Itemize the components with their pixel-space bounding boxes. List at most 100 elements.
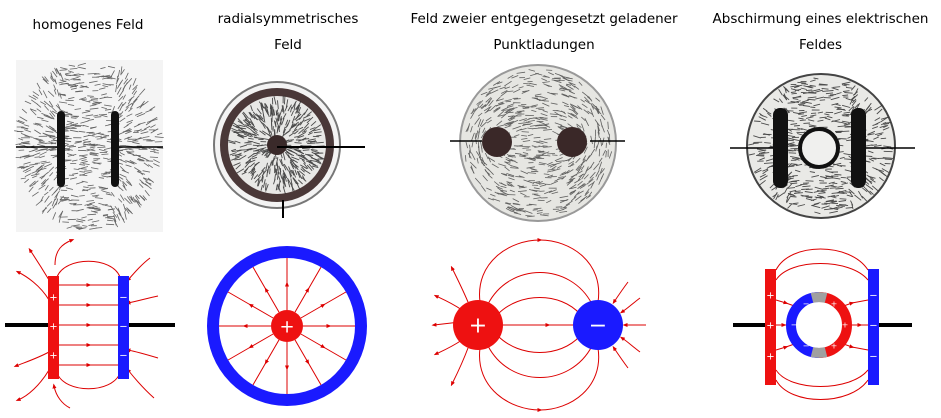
iron-filing bbox=[278, 165, 282, 173]
iron-filing bbox=[22, 165, 30, 169]
iron-filing bbox=[129, 103, 134, 110]
iron-filing bbox=[842, 115, 849, 117]
iron-filing bbox=[531, 127, 540, 130]
iron-filing bbox=[851, 100, 857, 107]
iron-filing bbox=[265, 150, 271, 157]
iron-filing bbox=[135, 194, 140, 200]
iron-filing bbox=[316, 161, 322, 165]
iron-filing bbox=[533, 136, 541, 139]
iron-filing bbox=[581, 103, 588, 109]
iron-filing bbox=[16, 120, 25, 125]
iron-filing bbox=[145, 180, 152, 186]
iron-filing bbox=[519, 153, 527, 157]
iron-filing bbox=[767, 112, 772, 117]
iron-filing bbox=[143, 136, 150, 138]
iron-filing bbox=[829, 94, 837, 96]
iron-filing bbox=[132, 147, 140, 149]
iron-filing bbox=[79, 156, 88, 160]
iron-filing bbox=[824, 113, 830, 116]
iron-filing bbox=[40, 175, 46, 180]
iron-filing bbox=[96, 138, 103, 140]
iron-filing bbox=[312, 135, 320, 138]
iron-filing bbox=[828, 181, 835, 185]
iron-filing bbox=[261, 176, 264, 183]
iron-filing bbox=[778, 89, 783, 96]
iron-filing bbox=[289, 159, 295, 168]
iron-filing bbox=[540, 113, 548, 117]
field-line bbox=[294, 339, 322, 386]
iron-filing bbox=[846, 139, 852, 142]
iron-filing bbox=[845, 86, 853, 89]
iron-filing bbox=[512, 198, 520, 203]
iron-filing bbox=[552, 78, 561, 80]
center-charge-positive bbox=[271, 310, 303, 342]
iron-filing bbox=[493, 107, 501, 113]
iron-filing bbox=[36, 108, 42, 113]
iron-filing bbox=[790, 196, 797, 198]
iron-filing bbox=[590, 103, 595, 110]
iron-filing bbox=[294, 142, 302, 144]
iron-filing bbox=[806, 89, 813, 92]
iron-filing bbox=[523, 77, 531, 80]
iron-filing bbox=[311, 165, 319, 169]
iron-filing bbox=[564, 105, 570, 108]
iron-filing bbox=[808, 91, 815, 94]
iron-filing bbox=[584, 96, 590, 103]
iron-filing bbox=[516, 71, 526, 74]
iron-filing bbox=[786, 195, 792, 204]
iron-filing bbox=[595, 108, 599, 115]
diagram-homogeneous: + + + − − − bbox=[5, 239, 175, 409]
iron-filing bbox=[122, 101, 127, 107]
iron-filing bbox=[790, 164, 797, 167]
iron-filing bbox=[27, 155, 34, 157]
iron-filing bbox=[883, 124, 889, 129]
iron-filing bbox=[64, 74, 71, 77]
iron-filing bbox=[254, 137, 262, 139]
iron-filing bbox=[589, 161, 595, 169]
iron-filing bbox=[42, 78, 49, 85]
iron-filing bbox=[489, 105, 497, 112]
iron-filing bbox=[487, 168, 494, 175]
iron-filing bbox=[500, 173, 507, 176]
iron-filing bbox=[303, 118, 311, 122]
iron-filing bbox=[864, 97, 869, 102]
iron-filing bbox=[826, 115, 833, 119]
iron-filing bbox=[294, 169, 298, 176]
iron-filing bbox=[73, 226, 83, 228]
iron-filing bbox=[256, 115, 262, 121]
iron-filing bbox=[838, 200, 847, 203]
iron-filing bbox=[102, 190, 111, 194]
iron-filing bbox=[140, 128, 147, 132]
iron-filing bbox=[754, 169, 762, 174]
iron-filing bbox=[875, 168, 885, 172]
iron-filing bbox=[506, 111, 514, 114]
iron-filing bbox=[234, 131, 240, 136]
iron-filing bbox=[307, 138, 316, 141]
iron-filing bbox=[504, 125, 512, 129]
iron-filing bbox=[492, 198, 501, 202]
iron-filing bbox=[260, 184, 263, 191]
iron-filing bbox=[484, 152, 489, 160]
iron-filing bbox=[817, 111, 824, 114]
iron-filing bbox=[300, 153, 308, 161]
iron-filing bbox=[490, 193, 496, 197]
iron-filing bbox=[232, 122, 240, 128]
iron-filing bbox=[290, 169, 295, 175]
iron-filing bbox=[485, 116, 492, 122]
ring-plus-sign: + bbox=[831, 300, 838, 309]
iron-filing bbox=[808, 124, 817, 127]
iron-filing bbox=[499, 193, 508, 197]
iron-filing bbox=[801, 114, 807, 118]
iron-filing bbox=[528, 69, 536, 72]
iron-filing bbox=[262, 179, 266, 188]
iron-filing bbox=[282, 128, 286, 138]
iron-filing bbox=[273, 96, 277, 105]
iron-filing bbox=[782, 94, 788, 101]
iron-filing bbox=[276, 184, 278, 190]
iron-filing bbox=[94, 83, 101, 86]
iron-filing bbox=[526, 84, 535, 87]
iron-filing bbox=[533, 194, 541, 197]
iron-filing bbox=[591, 103, 598, 109]
iron-filing bbox=[64, 78, 70, 81]
iron-filing bbox=[487, 197, 494, 201]
